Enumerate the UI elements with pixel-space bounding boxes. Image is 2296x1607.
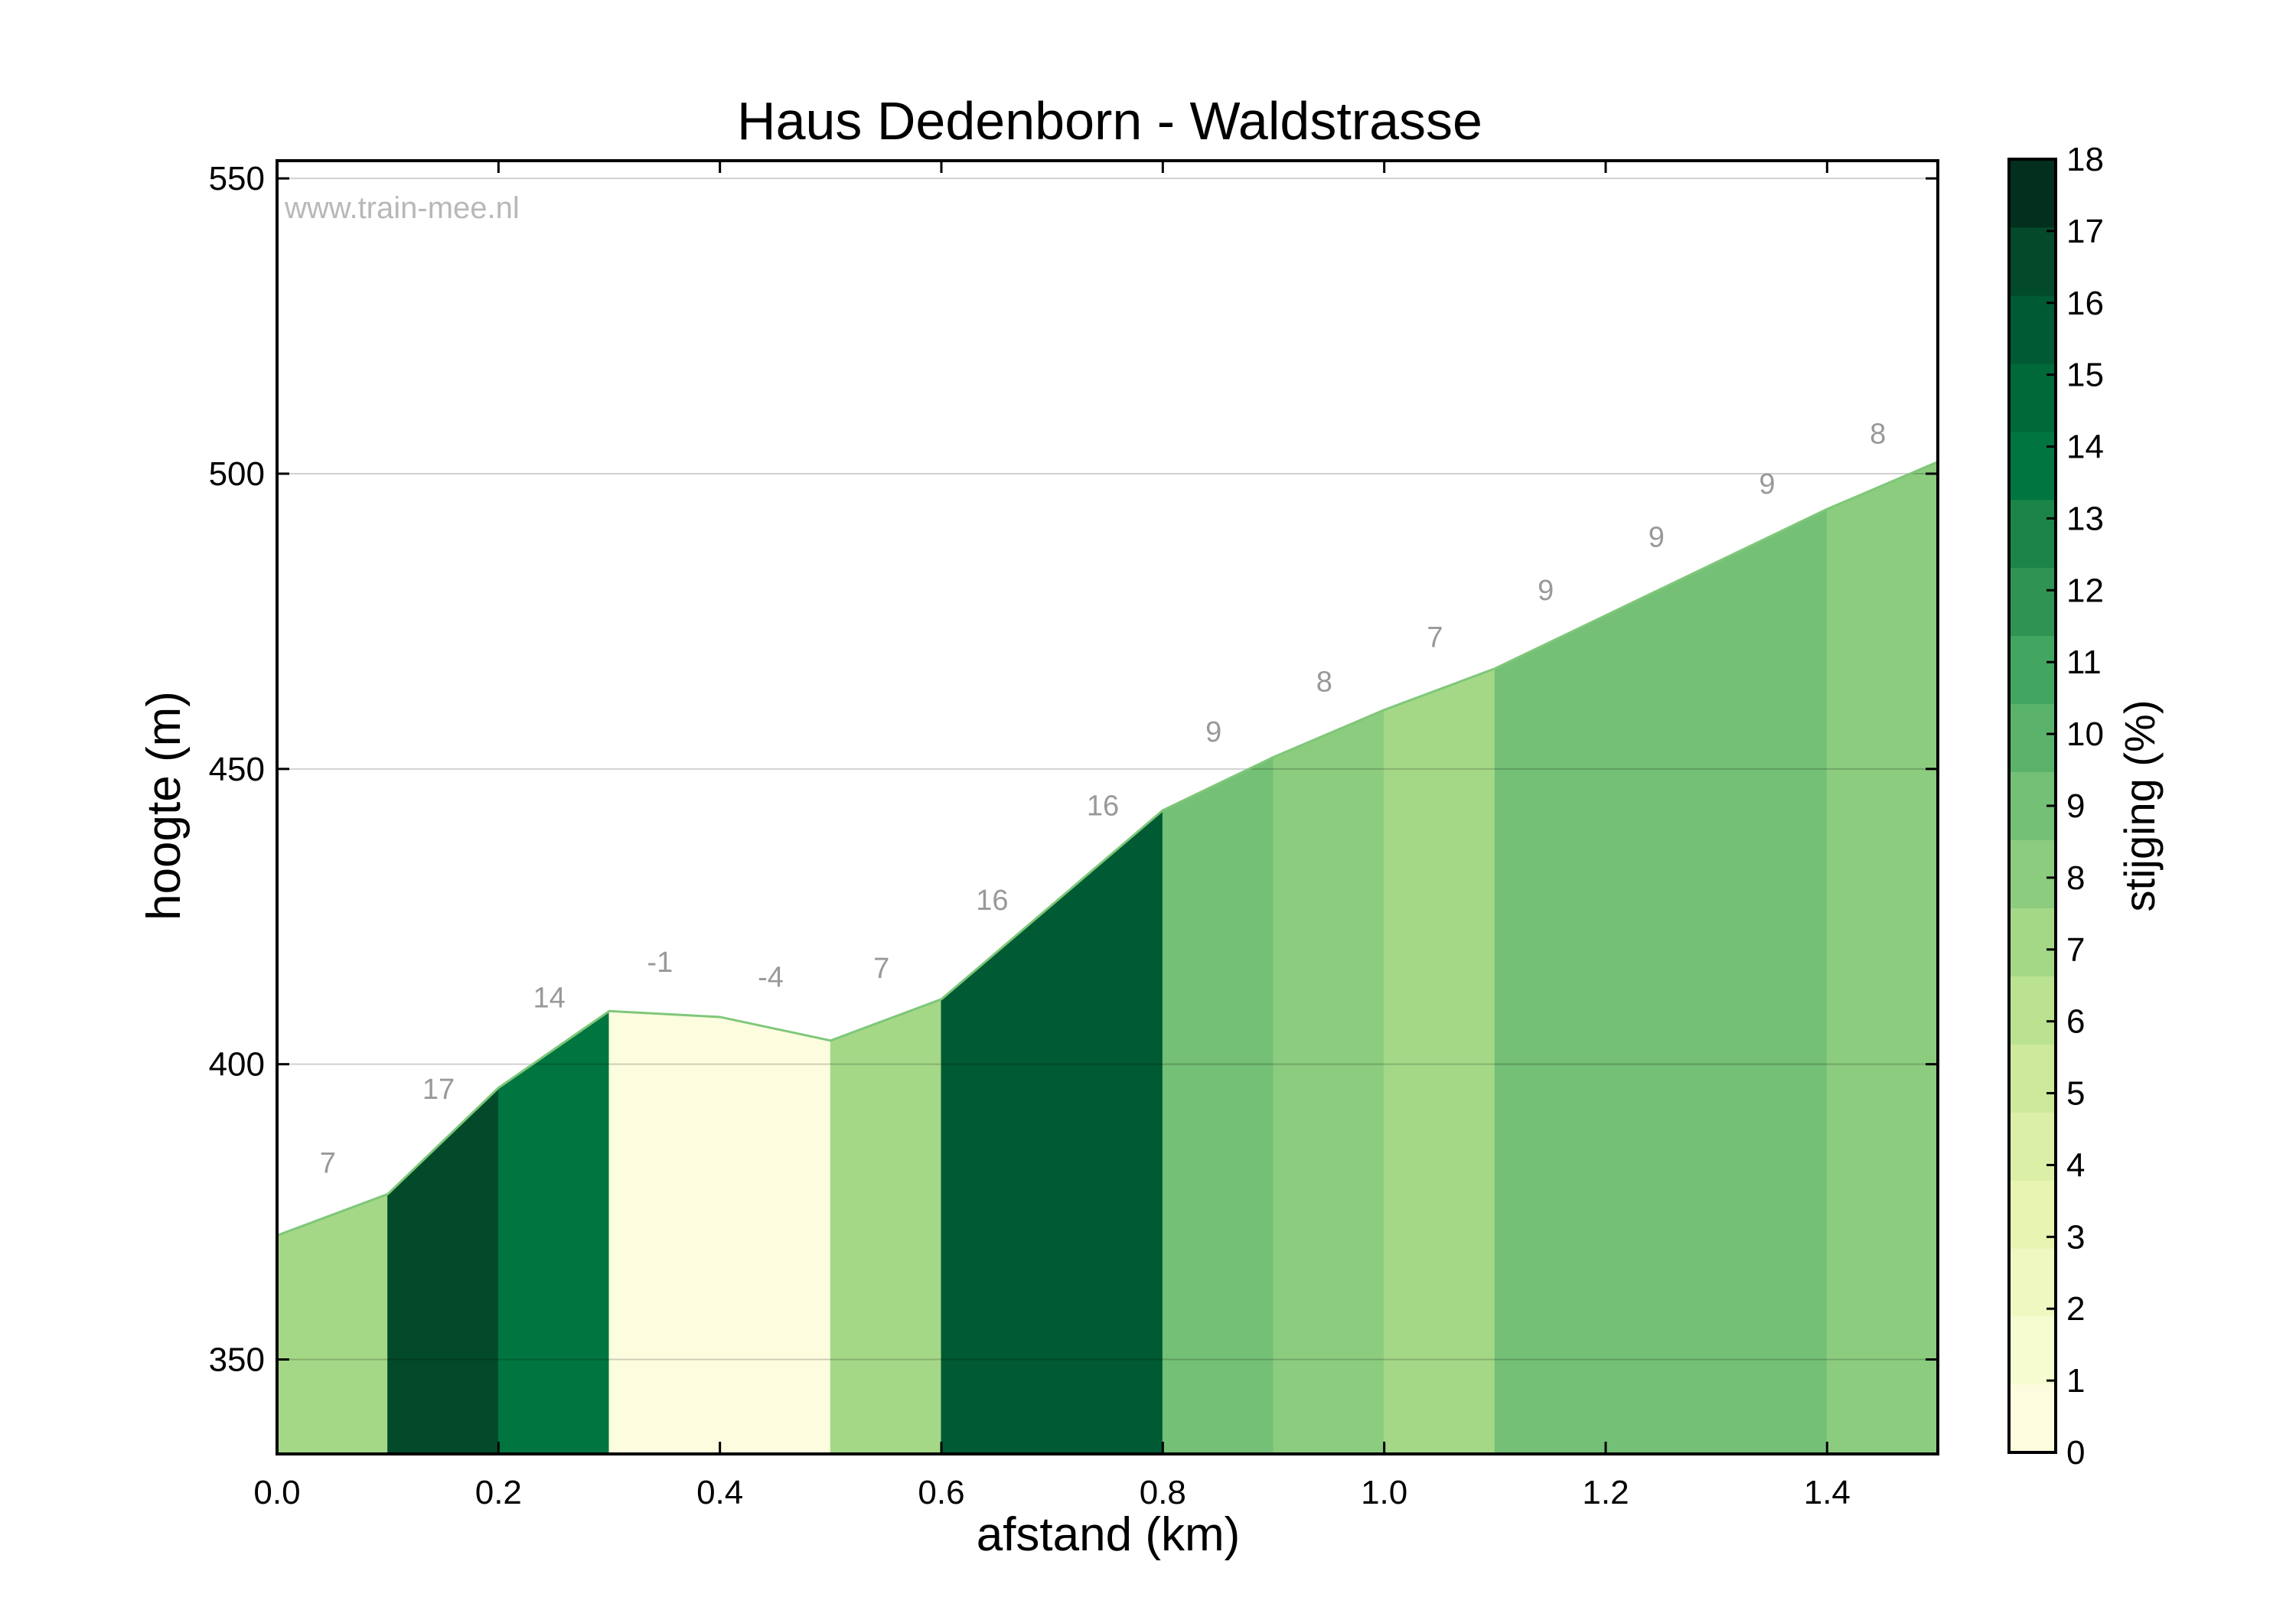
- x-tick-label: 1.0: [1361, 1474, 1407, 1511]
- profile-segment: [608, 1010, 721, 1455]
- x-axis-ticks: 0.0 0.2 0.4 0.6 0.8 1.0 1.2 1.4: [253, 161, 1851, 1511]
- x-tick-label: 0.2: [475, 1474, 522, 1511]
- colorbar-tick-label: 4: [2066, 1146, 2085, 1184]
- colorbar-band: [2009, 976, 2056, 1045]
- profile-segment: [276, 1193, 389, 1455]
- y-axis-label: hoogte (m): [138, 691, 191, 921]
- colorbar-tick-label: 10: [2066, 715, 2104, 753]
- gradient-label: -1: [647, 947, 673, 979]
- gradient-labels: 7 17 14 -1 -4 7 16 16 9 8 7 9 9 9 8: [320, 418, 1886, 1179]
- x-tick-label: 0.0: [253, 1474, 300, 1511]
- gradient-label: 9: [1649, 521, 1665, 553]
- gradient-label: 7: [320, 1147, 336, 1179]
- colorbar-tick-label: 2: [2066, 1290, 2085, 1328]
- chart-title: Haus Dedenborn - Waldstrasse: [737, 91, 1482, 151]
- profile-outline: [276, 461, 1939, 1237]
- colorbar-band: [2009, 1384, 2056, 1453]
- profile-segment: [1384, 667, 1495, 1455]
- gradient-label: 16: [1087, 790, 1119, 823]
- x-tick-label: 1.2: [1582, 1474, 1629, 1511]
- colorbar-tick-label: 14: [2066, 429, 2104, 466]
- plot-frame: [276, 159, 1939, 1455]
- y-tick-label: 350: [209, 1341, 265, 1379]
- colorbar-label: stijging (%): [2115, 700, 2164, 912]
- profile-segment: [941, 904, 1053, 1455]
- colorbar-tick-label: 15: [2066, 357, 2104, 394]
- colorbar-tick-label: 0: [2066, 1434, 2085, 1472]
- profile-segment: [1052, 809, 1163, 1455]
- colorbar-band: [2009, 431, 2056, 500]
- colorbar-tick-label: 9: [2066, 787, 2085, 825]
- profile-segment: [1716, 508, 1828, 1455]
- y-tick-label: 450: [209, 751, 265, 788]
- horizontal-gridlines: [277, 178, 1938, 1361]
- colorbar-band: [2009, 635, 2056, 705]
- colorbar-band: [2009, 839, 2056, 908]
- profile-segment: [1162, 756, 1274, 1455]
- profile-segment: [1605, 561, 1717, 1455]
- colorbar-tick-label: 3: [2066, 1218, 2085, 1256]
- colorbar-band: [2009, 1180, 2056, 1249]
- x-tick-label: 0.8: [1140, 1474, 1186, 1511]
- colorbar-band: [2009, 703, 2056, 773]
- colorbar-band: [2009, 567, 2056, 637]
- colorbar-band: [2009, 295, 2056, 364]
- y-tick-label: 400: [209, 1046, 265, 1084]
- watermark: www.train-mee.nl: [284, 191, 520, 225]
- colorbar-tick-label: 6: [2066, 1003, 2085, 1041]
- gradient-label: 7: [873, 953, 889, 985]
- colorbar-tick-label: 5: [2066, 1075, 2085, 1113]
- colorbar-band: [2009, 499, 2056, 569]
- profile-segment: [719, 1016, 831, 1455]
- profile-segment: [830, 999, 942, 1455]
- profile-segment: [1826, 461, 1939, 1455]
- colorbar-band: [2009, 1248, 2056, 1317]
- gradient-label: 9: [1538, 575, 1554, 607]
- y-axis-ticks: 350 400 450 500 550: [209, 160, 1938, 1379]
- gradient-label: 17: [422, 1074, 455, 1106]
- profile-segment: [1273, 709, 1385, 1455]
- profile-area: [276, 461, 1939, 1455]
- colorbar-tick-label: 18: [2066, 141, 2104, 178]
- profile-segment: [387, 1087, 499, 1455]
- gradient-label: 9: [1759, 468, 1775, 500]
- colorbar-band: [2009, 1044, 2056, 1113]
- colorbar-tick-label: 16: [2066, 285, 2104, 322]
- gradient-label: -4: [758, 961, 784, 993]
- colorbar-band: [2009, 908, 2056, 976]
- y-tick-label: 550: [209, 160, 265, 197]
- profile-line: [276, 461, 1939, 1237]
- colorbar-tick-label: 1: [2066, 1362, 2085, 1400]
- gradient-label: 8: [1316, 667, 1332, 699]
- gradient-label: 8: [1870, 418, 1886, 450]
- colorbar-tick-label: 8: [2066, 859, 2085, 897]
- colorbar-tick-label: 11: [2066, 644, 2102, 681]
- colorbar-tick-label: 13: [2066, 500, 2104, 537]
- gradient-label: 9: [1205, 716, 1221, 748]
- gradient-label: 16: [976, 885, 1008, 917]
- colorbar-band: [2009, 1112, 2056, 1181]
- y-tick-label: 500: [209, 455, 265, 493]
- x-axis-label: afstand (km): [977, 1508, 1241, 1561]
- profile-segment: [1494, 614, 1606, 1455]
- colorbar-tick-label: 12: [2066, 572, 2104, 609]
- colorbar-tick-label: 17: [2066, 213, 2104, 250]
- gradient-label: 14: [533, 982, 566, 1014]
- colorbar-band: [2009, 1316, 2056, 1385]
- gradient-label: 7: [1427, 622, 1443, 654]
- colorbar-band: [2009, 227, 2056, 296]
- colorbar-tick-label: 7: [2066, 931, 2085, 969]
- colorbar-band: [2009, 159, 2056, 228]
- x-tick-label: 1.4: [1804, 1474, 1851, 1511]
- x-tick-label: 0.4: [696, 1474, 743, 1511]
- x-tick-label: 0.6: [918, 1474, 964, 1511]
